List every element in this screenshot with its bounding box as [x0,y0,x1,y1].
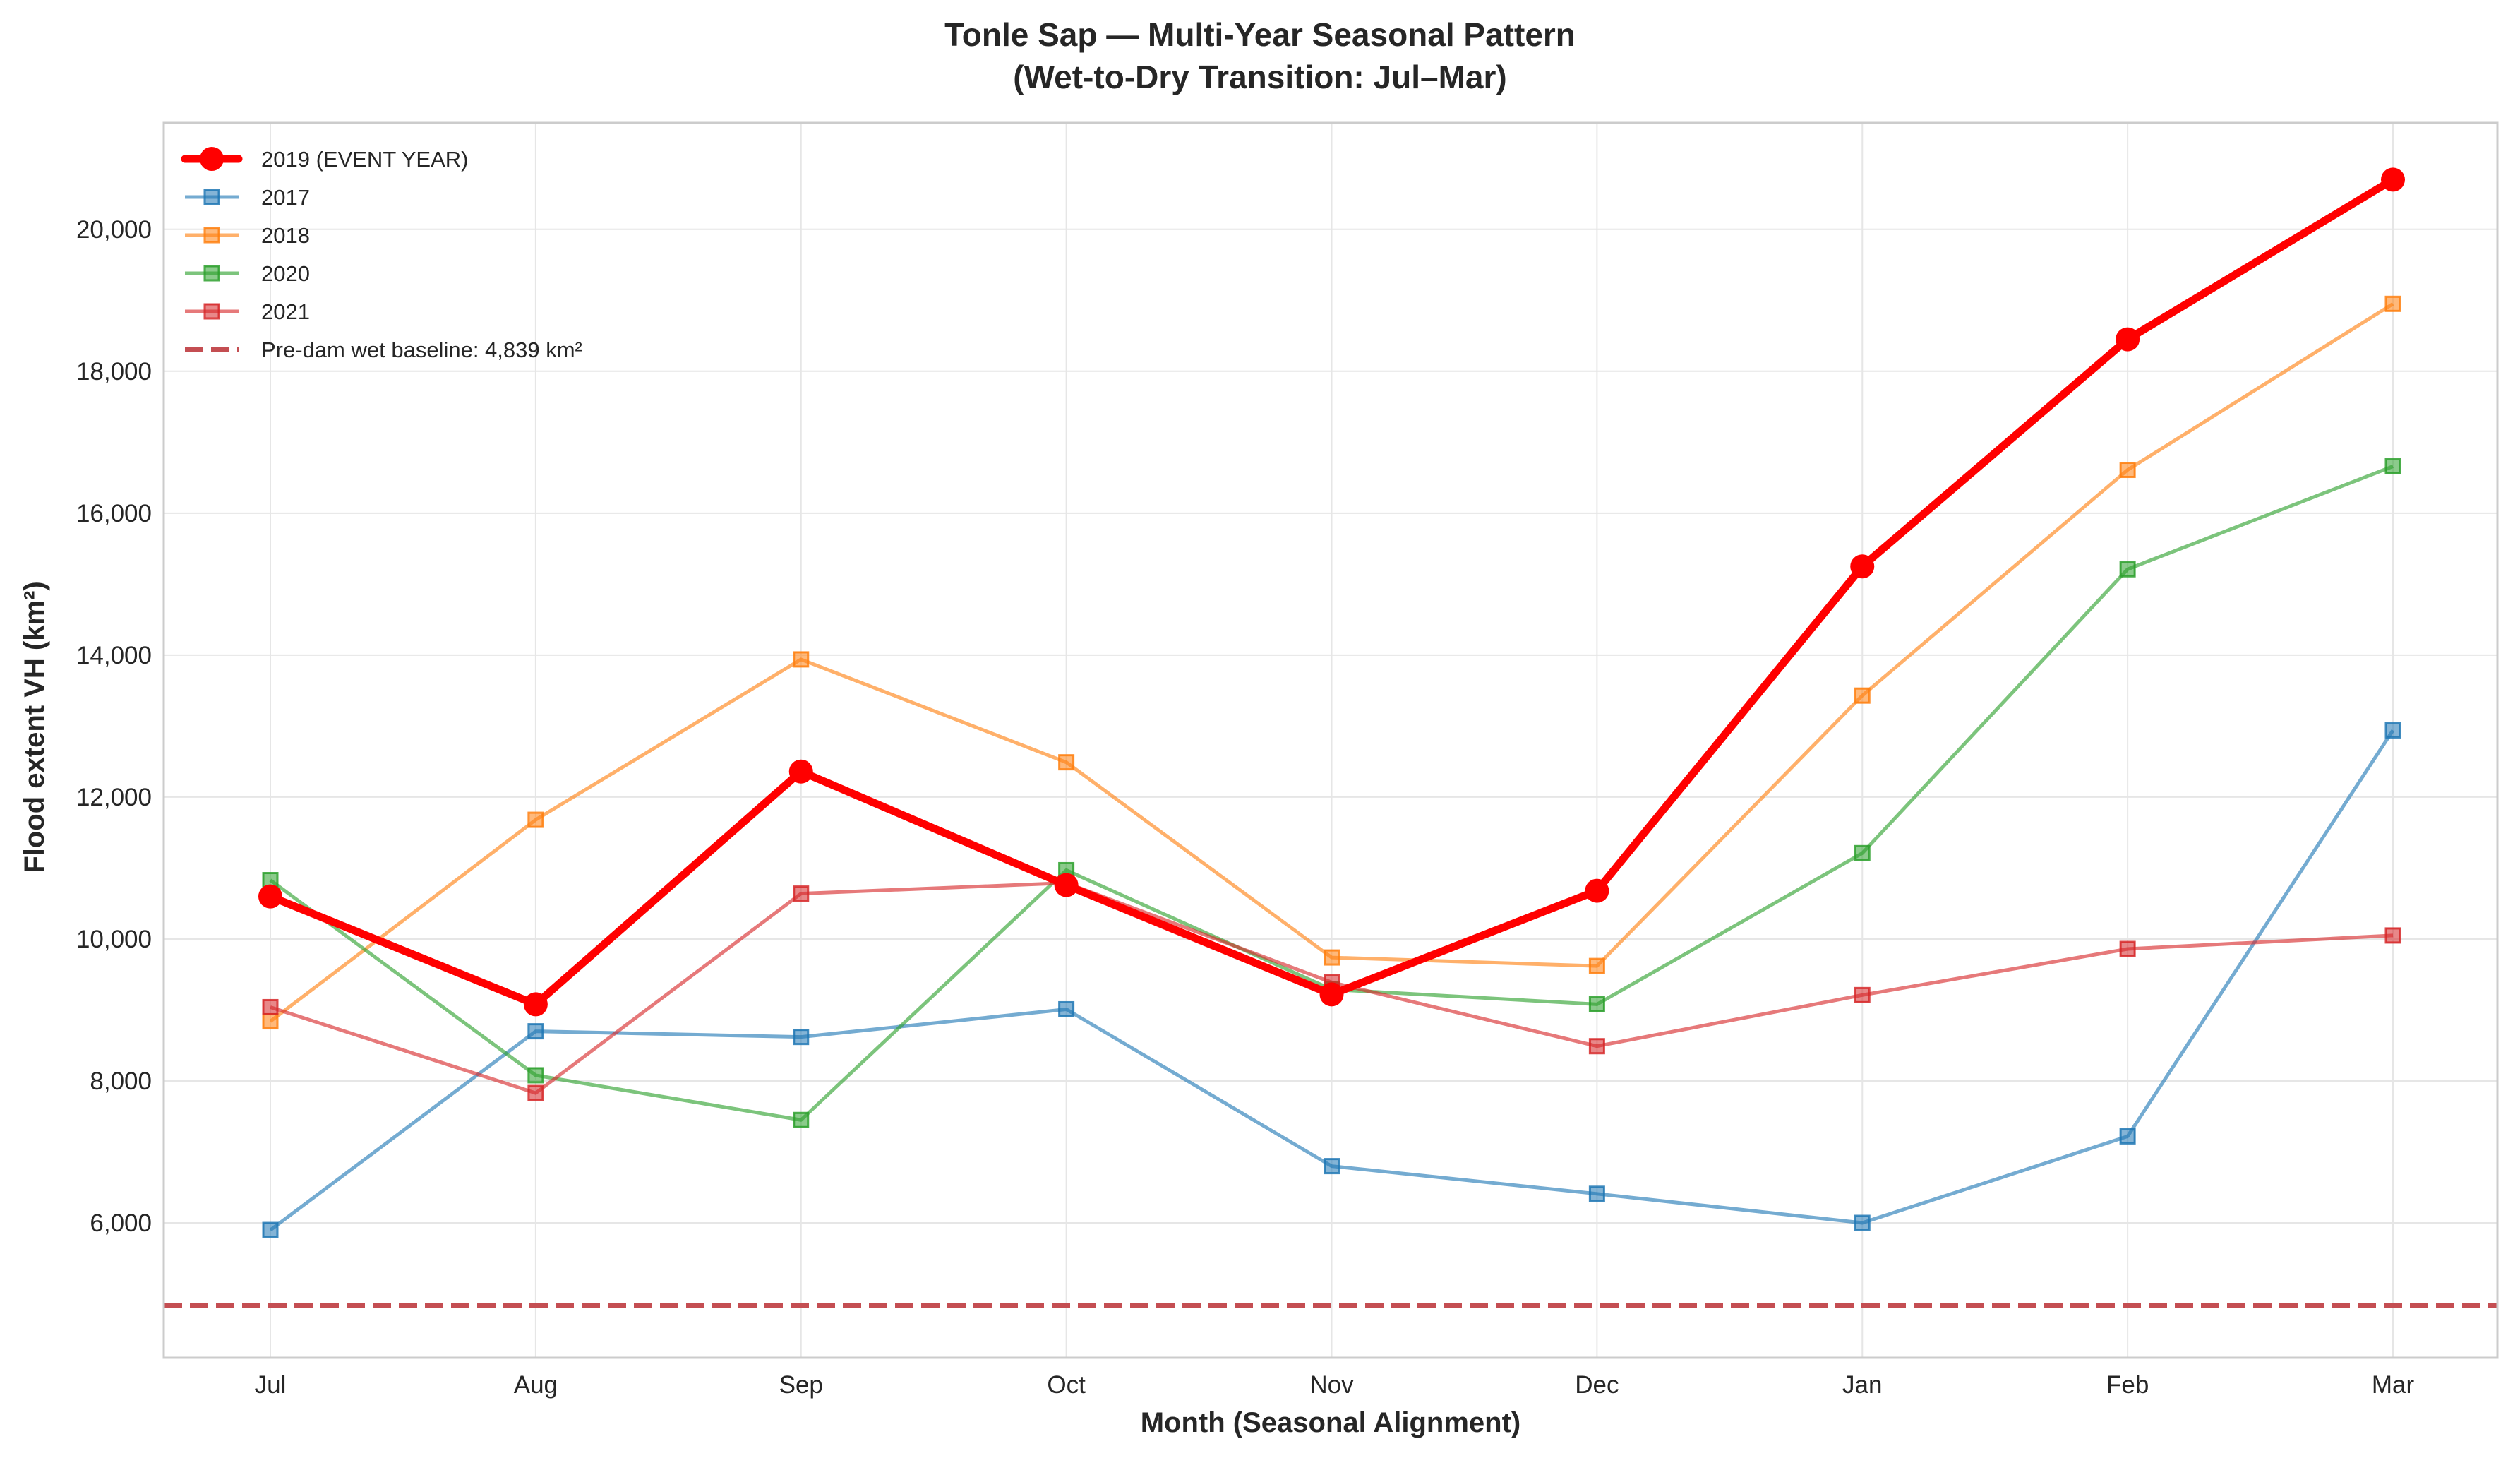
data-point [527,1067,544,1084]
legend-label: Pre-dam wet baseline: 4,839 km² [261,337,582,362]
data-point [1854,986,1871,1003]
x-tick-label: Sep [779,1371,823,1399]
plot-frame [162,121,2499,1359]
data-point [262,998,279,1015]
legend-item: 2017 [185,185,310,210]
y-tick-label: 14,000 [76,642,152,669]
y-tick-label: 6,000 [90,1209,152,1237]
data-point [1588,1038,1605,1055]
data-point [1854,687,1871,704]
y-tick-label: 18,000 [76,358,152,386]
x-tick-label: Dec [1575,1371,1619,1399]
data-point [793,1111,810,1128]
data-point [2384,295,2401,312]
y-tick-label: 16,000 [76,500,152,527]
legend-marker [200,147,224,171]
legend-marker [203,303,220,320]
data-point [1854,844,1871,861]
legend: 2019 (EVENT YEAR) 2017 2018 2020 2021 Pre-dam… [181,147,582,362]
y-tick-label: 10,000 [76,926,152,953]
data-point [527,811,544,828]
data-point [523,992,548,1017]
legend-label: 2018 [261,223,310,248]
data-point [788,759,813,784]
x-tick-label: Feb [2106,1371,2149,1399]
data-point [2119,561,2136,578]
data-point [793,1029,810,1046]
x-tick-label: Jul [255,1371,287,1399]
chart-title: Tonle Sap — Multi-Year Seasonal Pattern [944,16,1576,53]
legend-item: Pre-dam wet baseline: 4,839 km² [185,337,582,362]
data-point [1058,1000,1075,1017]
data-point [262,1221,279,1238]
data-point [1854,1214,1871,1231]
data-point [793,651,810,668]
data-point [2384,722,2401,739]
data-point [2381,167,2405,192]
data-point [527,1084,544,1101]
data-point [1324,949,1340,966]
data-point [2119,940,2136,957]
data-point [1850,554,1875,579]
series-layer [258,167,2405,1238]
series-2017 [262,722,2401,1238]
data-point [1324,1158,1340,1175]
x-tick-label: Aug [514,1371,558,1399]
data-point [258,884,282,909]
x-axis-label: Month (Seasonal Alignment) [1141,1407,1521,1438]
legend-item: 2018 [185,223,310,248]
y-axis-label: Flood extent VH (km²) [19,581,50,873]
data-point [1588,996,1605,1012]
legend-label: 2021 [261,299,310,324]
y-tick-label: 20,000 [76,216,152,244]
data-point [527,1023,544,1040]
legend-marker [203,189,220,205]
data-point [2119,462,2136,479]
data-point [1585,878,1609,903]
data-point [1054,873,1079,897]
data-point [262,1013,279,1030]
legend-marker [203,227,220,244]
data-point [1588,957,1605,974]
x-tick-label: Oct [1047,1371,1086,1399]
x-tick-label: Jan [1842,1371,1882,1399]
legend-item: 2020 [185,261,310,286]
legend-label: 2019 (EVENT YEAR) [261,147,469,172]
series-2019 [258,167,2405,1017]
legend-item: 2019 (EVENT YEAR) [181,147,469,172]
data-point [1058,754,1075,771]
legend-marker [203,265,220,282]
tick-labels: Jul Aug Sep Oct Nov Dec Jan Feb Mar 6,000 8,000 10,… [76,216,2415,1399]
chart-subtitle: (Wet-to-Dry Transition: Jul–Mar) [1013,59,1506,95]
data-point [2119,1128,2136,1145]
data-point [1588,1185,1605,1202]
legend-label: 2017 [261,185,310,210]
series-2021 [262,875,2401,1101]
legend-label: 2020 [261,261,310,286]
series-2018 [262,295,2401,1030]
data-point [2384,927,2401,944]
data-point [793,885,810,902]
legend-item: 2021 [185,299,310,324]
x-tick-label: Mar [2372,1371,2415,1399]
x-tick-label: Nov [1309,1371,1354,1399]
data-point [2116,327,2140,352]
y-tick-label: 8,000 [90,1068,152,1095]
data-point [2384,458,2401,475]
y-tick-label: 12,000 [76,784,152,811]
data-point [1319,982,1344,1007]
